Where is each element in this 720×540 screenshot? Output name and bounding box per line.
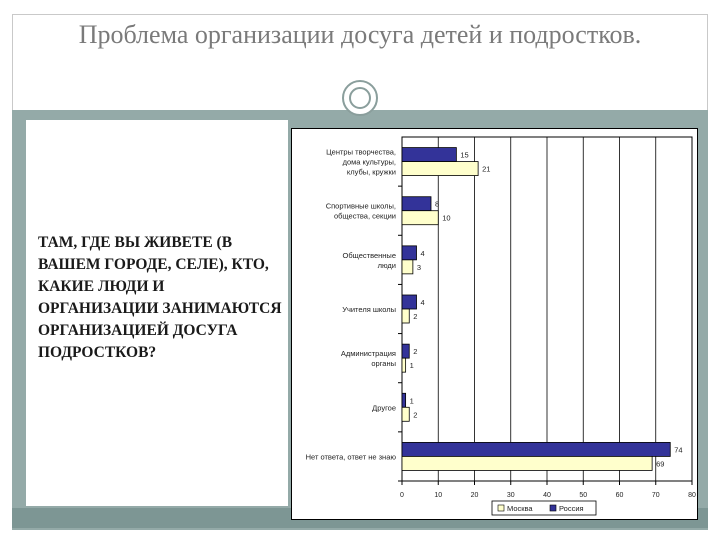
- category-label: дома культуры,: [343, 158, 396, 167]
- bar-moscow: [401, 259, 414, 275]
- bar-moscow: [401, 308, 410, 324]
- legend-swatch: [549, 504, 557, 512]
- legend-swatch: [497, 504, 505, 512]
- legend-box: [491, 500, 597, 516]
- data-label: 3: [417, 263, 421, 272]
- x-tick-label: 30: [507, 492, 515, 499]
- data-label: 4: [421, 298, 425, 307]
- category-label: Общественные: [343, 251, 397, 260]
- category-label: Администрация: [341, 349, 396, 358]
- data-label: 4: [421, 249, 425, 258]
- slide-title: Проблема организации досуга детей и подр…: [78, 20, 642, 49]
- data-label: 10: [442, 214, 450, 223]
- question-panel: ТАМ, ГДЕ ВЫ ЖИВЕТЕ (В ВАШЕМ ГОРОДЕ, СЕЛЕ…: [26, 120, 288, 506]
- x-tick-label: 0: [400, 492, 404, 499]
- bar-russia: [401, 245, 417, 261]
- category-label: общества, секции: [334, 212, 396, 221]
- category-label: органы: [371, 359, 396, 368]
- chart-panel: 0 10 20 30 40 50 60 70 80 15 21 Центры творчества, д…: [291, 128, 698, 520]
- bar-moscow: [401, 406, 410, 422]
- legend-label: Москва: [507, 504, 533, 513]
- x-tick-label: 60: [616, 492, 624, 499]
- bar-russia: [401, 147, 457, 162]
- category-label: клубы, кружки: [347, 168, 396, 177]
- x-tick-label: 20: [471, 492, 479, 499]
- category-label: Другое: [372, 403, 396, 412]
- bar-russia: [401, 343, 410, 359]
- legend-label: Россия: [559, 504, 584, 513]
- x-tick-label: 80: [688, 492, 696, 499]
- category-label: Учителя школы: [342, 305, 396, 314]
- category-label: Центры творчества,: [326, 148, 396, 157]
- title-frame: [12, 14, 708, 110]
- data-label: 15: [460, 151, 468, 160]
- category-label: Нет ответа, ответ не знаю: [306, 452, 397, 461]
- bar-moscow: [401, 456, 653, 471]
- bar-russia: [401, 294, 417, 310]
- ring-inner-icon: [349, 87, 371, 109]
- data-label: 1: [410, 396, 414, 405]
- data-label: 8: [435, 200, 439, 209]
- x-tick-label: 50: [579, 492, 587, 499]
- data-label: 21: [482, 165, 490, 174]
- bar-russia: [401, 442, 671, 457]
- data-label: 1: [410, 361, 414, 370]
- category-label: Спортивные школы,: [326, 202, 396, 211]
- category-label: люди: [378, 261, 396, 270]
- data-label: 2: [413, 410, 417, 419]
- bar-moscow: [401, 161, 479, 176]
- question-text: ТАМ, ГДЕ ВЫ ЖИВЕТЕ (В ВАШЕМ ГОРОДЕ, СЕЛЕ…: [38, 234, 282, 361]
- x-tick-label: 40: [543, 492, 551, 499]
- bar-russia: [401, 392, 407, 408]
- data-label: 2: [413, 312, 417, 321]
- data-label: 2: [413, 347, 417, 356]
- x-tick-label: 10: [434, 492, 442, 499]
- bar-russia: [401, 196, 432, 212]
- data-label: 69: [656, 459, 664, 468]
- ring-ornament-icon: [342, 80, 378, 116]
- x-tick-label: 70: [652, 492, 660, 499]
- bar-moscow: [401, 210, 439, 226]
- bar-moscow: [401, 357, 407, 373]
- data-label: 74: [674, 445, 682, 454]
